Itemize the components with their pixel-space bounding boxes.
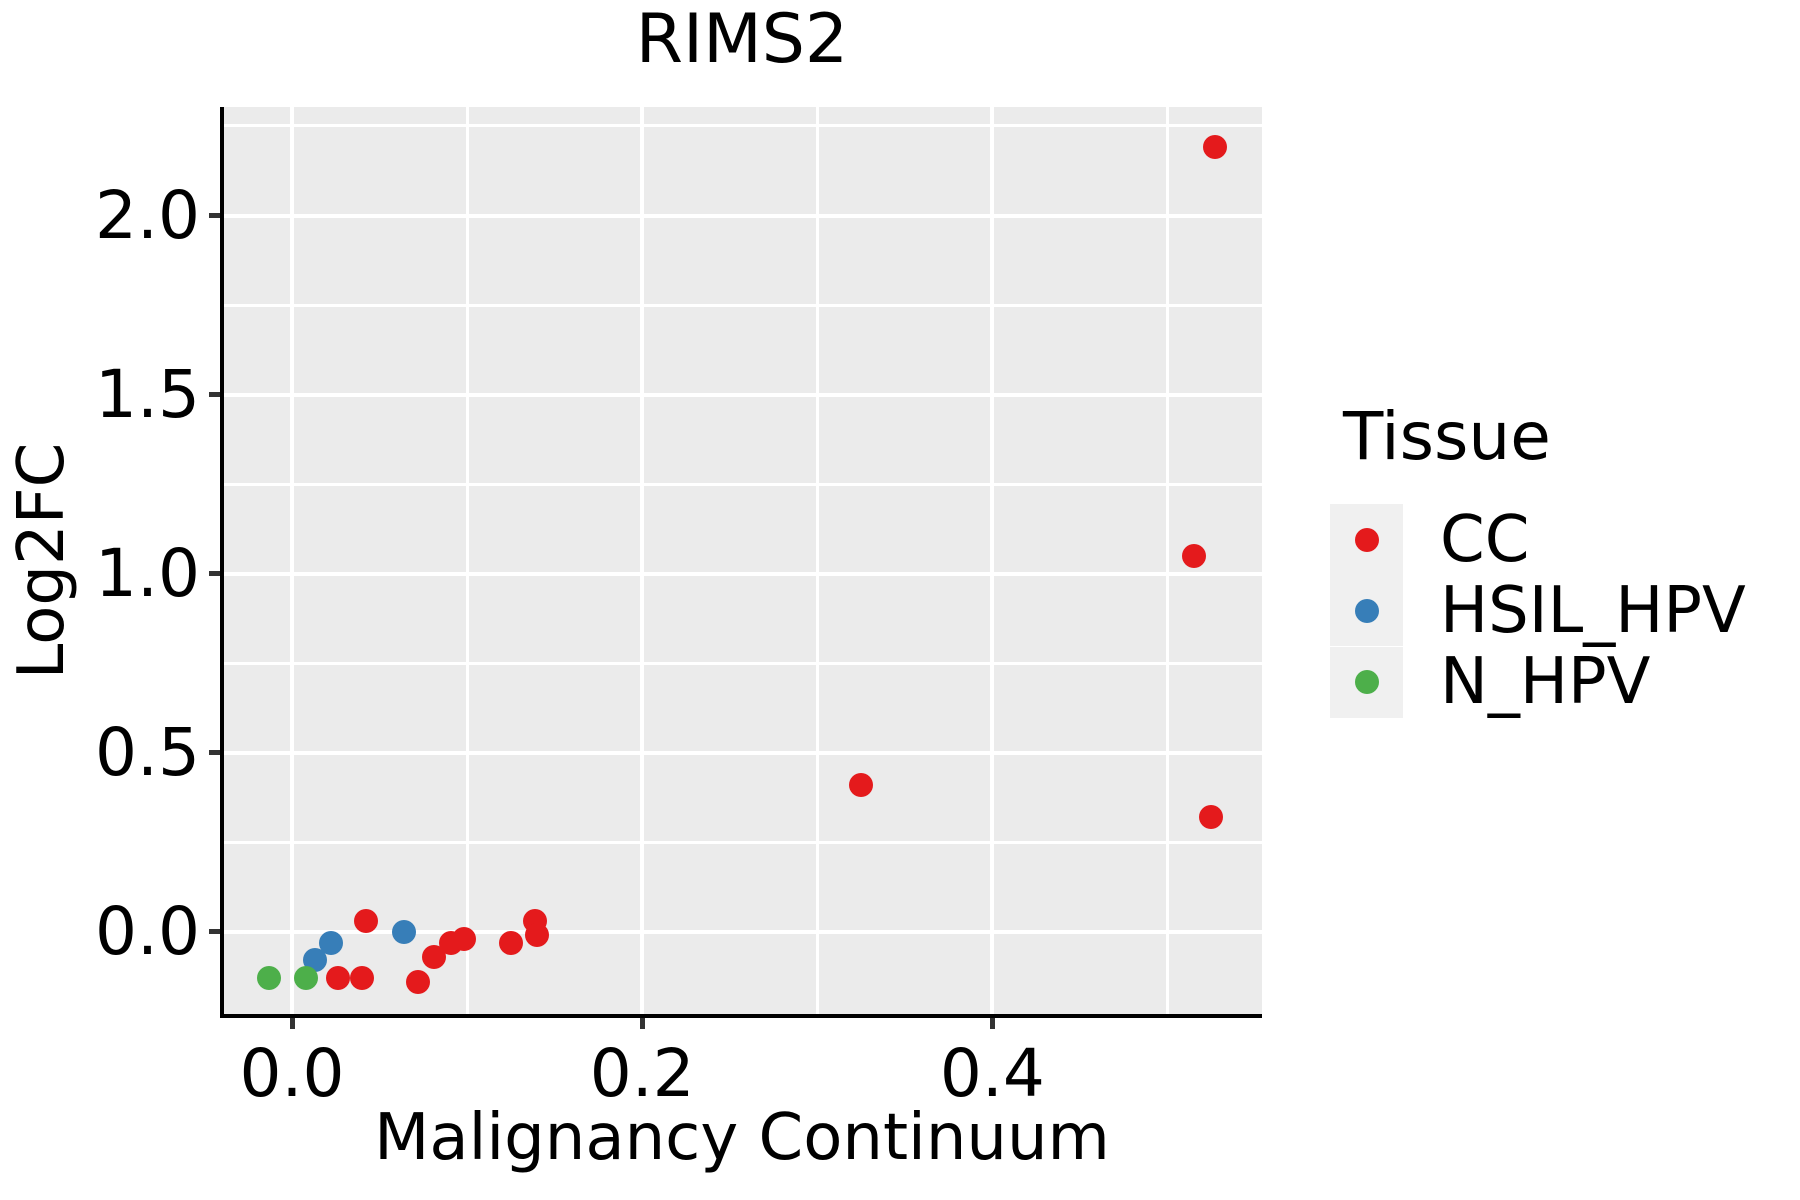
data-point bbox=[498, 930, 523, 955]
y-gridline bbox=[222, 124, 1262, 128]
x-gridline bbox=[990, 107, 995, 1016]
data-point bbox=[849, 772, 874, 797]
y-tick bbox=[209, 750, 220, 756]
legend-key bbox=[1330, 575, 1403, 647]
y-gridline bbox=[222, 482, 1262, 486]
data-point bbox=[1199, 805, 1224, 830]
data-point bbox=[353, 909, 378, 934]
data-point bbox=[325, 966, 350, 991]
legend-item-label: N_HPV bbox=[1440, 645, 1651, 720]
y-axis-title: Log2FC bbox=[5, 442, 79, 680]
data-point bbox=[350, 966, 375, 991]
x-gridline bbox=[815, 107, 819, 1016]
data-point bbox=[257, 966, 282, 991]
y-gridline bbox=[222, 571, 1262, 576]
x-tick-label: 0.2 bbox=[589, 1035, 695, 1112]
x-tick-label: 0.0 bbox=[239, 1035, 345, 1112]
plot-panel bbox=[222, 107, 1262, 1016]
y-axis-line bbox=[220, 107, 224, 1018]
x-gridline bbox=[465, 107, 469, 1016]
chart-title: RIMS2 bbox=[635, 0, 849, 79]
y-tick bbox=[209, 392, 220, 398]
legend-item-label: CC bbox=[1440, 502, 1530, 577]
y-tick-label: 1.5 bbox=[95, 355, 200, 433]
x-axis-line bbox=[220, 1014, 1262, 1018]
data-point bbox=[294, 966, 319, 991]
data-point bbox=[406, 969, 431, 994]
y-tick bbox=[209, 213, 220, 219]
y-gridline bbox=[222, 840, 1262, 844]
y-gridline bbox=[222, 392, 1262, 397]
y-gridline bbox=[222, 213, 1262, 218]
y-gridline bbox=[222, 303, 1262, 307]
legend-title: Tissue bbox=[1343, 398, 1551, 475]
y-tick-label: 2.0 bbox=[95, 176, 200, 254]
x-tick-label: 0.4 bbox=[939, 1035, 1045, 1112]
y-gridline bbox=[222, 661, 1262, 665]
legend-key-dot bbox=[1354, 670, 1379, 695]
x-gridline bbox=[640, 107, 645, 1016]
data-point bbox=[451, 926, 476, 951]
y-tick bbox=[209, 929, 220, 935]
data-point bbox=[318, 930, 343, 955]
legend-key bbox=[1330, 646, 1403, 718]
x-gridline bbox=[290, 107, 295, 1016]
y-tick bbox=[209, 571, 220, 577]
data-point bbox=[1202, 135, 1227, 160]
y-gridline bbox=[222, 929, 1262, 934]
x-tick bbox=[989, 1018, 995, 1029]
data-point bbox=[1181, 543, 1206, 568]
x-tick bbox=[639, 1018, 645, 1029]
x-gridline bbox=[1165, 107, 1169, 1016]
y-tick-label: 0.5 bbox=[95, 713, 200, 791]
legend-key bbox=[1330, 504, 1403, 575]
y-tick-label: 1.0 bbox=[95, 534, 200, 612]
y-gridline bbox=[222, 750, 1262, 755]
legend-key-dot bbox=[1354, 527, 1379, 552]
legend-key-dot bbox=[1354, 598, 1379, 623]
data-point bbox=[392, 919, 417, 944]
x-axis-title: Malignancy Continuum bbox=[374, 1101, 1110, 1175]
data-point bbox=[525, 923, 550, 948]
x-tick bbox=[289, 1018, 295, 1029]
legend-item-label: HSIL_HPV bbox=[1440, 573, 1746, 648]
y-tick-label: 0.0 bbox=[95, 892, 200, 970]
